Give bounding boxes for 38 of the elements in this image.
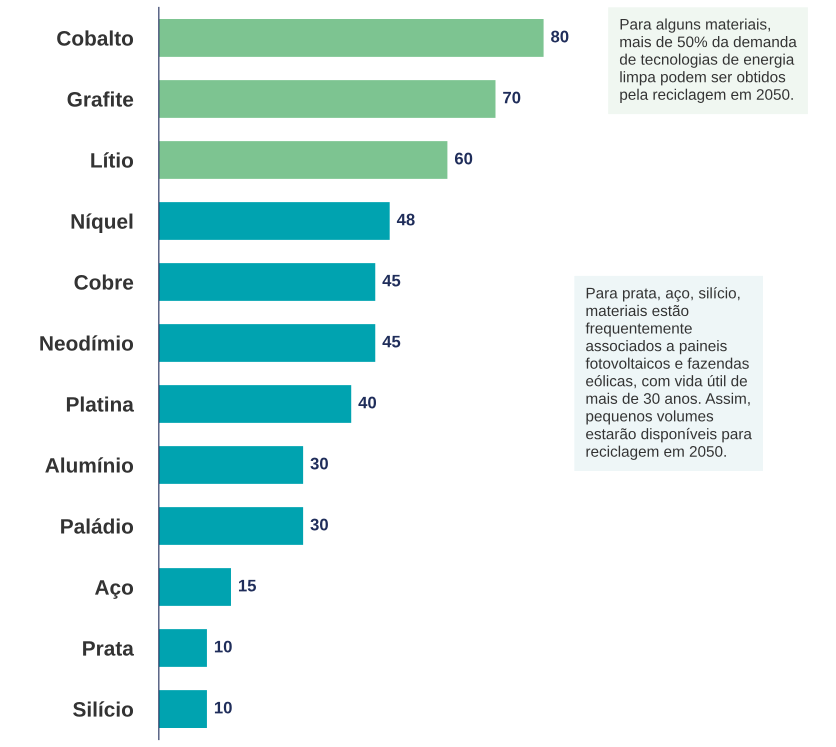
- text: Para alguns materiais, mais de 50% da demanda de tecnologias de energia limpa podem ser obtidos pela reciclagem em 2050.: [620, 18, 797, 103]
- data-label: 48: [396, 214, 415, 226]
- data-label: 15: [238, 580, 256, 592]
- y-tick-label: Aço: [95, 580, 134, 599]
- data-label: 30: [310, 458, 328, 470]
- bar: [158, 568, 231, 606]
- data-label: 45: [382, 336, 400, 348]
- y-tick-label: Platina: [66, 396, 134, 412]
- data-label: 30: [310, 518, 328, 531]
- bar: [158, 690, 207, 728]
- data-label: 45: [382, 274, 400, 286]
- y-tick-label: Silício: [73, 701, 134, 717]
- bar: [158, 19, 544, 57]
- y-tick-label: Lítio: [91, 152, 134, 168]
- bar: [158, 80, 496, 118]
- y-tick-label: Níquel: [72, 213, 132, 233]
- data-label: 40: [358, 396, 376, 408]
- data-label: 70: [503, 92, 520, 104]
- bar: [158, 446, 304, 484]
- bar: [158, 141, 448, 179]
- bar: [158, 202, 390, 240]
- y-tick-label: Grafite: [68, 91, 134, 107]
- y-tick-label: Cobre: [74, 274, 134, 290]
- y-tick-label: Alumínio: [45, 457, 134, 473]
- data-label: 60: [454, 152, 472, 164]
- bar: [158, 385, 352, 423]
- y-tick-label: Neodímio: [40, 335, 134, 351]
- bar: [158, 629, 207, 667]
- bar: [158, 263, 376, 301]
- data-label: 80: [551, 30, 568, 42]
- y-tick-label: Paládio: [61, 518, 134, 534]
- data-label: 10: [214, 640, 232, 652]
- bar: [158, 507, 304, 545]
- data-label: 10: [214, 702, 232, 714]
- bar: [158, 324, 376, 362]
- y-tick-label: Cobalto: [57, 30, 134, 46]
- y-tick-label: Prata: [83, 641, 134, 656]
- text: Para prata, aço, silício, materiais estão frequentemente associados a paineis fotovoltaicos e fazendas eólicas, com vida útil de mais de 30 anos. Assim, pequenos volumes estarão disponíveis para reciclagem em 2050.: [586, 287, 752, 460]
